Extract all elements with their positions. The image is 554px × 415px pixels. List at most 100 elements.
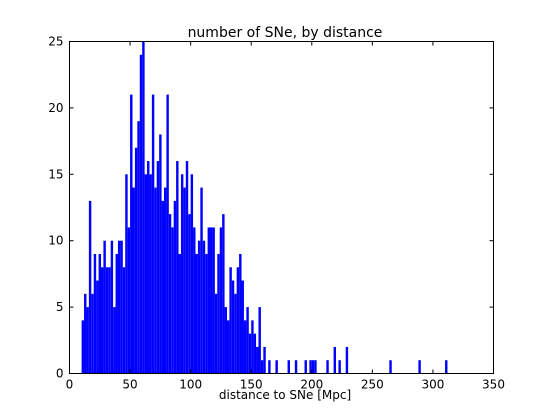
- plot-area-frame: [69, 41, 494, 374]
- histogram-bar: [246, 307, 249, 374]
- histogram-bar: [389, 360, 392, 374]
- histogram-bars: [81, 41, 448, 374]
- histogram-bar: [190, 174, 194, 374]
- histogram-bar: [166, 94, 169, 374]
- y-tick-label: 15: [48, 167, 63, 181]
- histogram-bar: [180, 174, 184, 374]
- histogram-bar: [236, 267, 240, 374]
- histogram-bar: [338, 360, 341, 374]
- x-axis-label: distance to SNe [Mpc]: [219, 388, 351, 402]
- x-tick-label: 50: [122, 378, 137, 392]
- histogram-bar: [96, 280, 99, 374]
- histogram-bar: [231, 280, 235, 374]
- histogram-bar: [226, 320, 230, 374]
- histogram-bar: [134, 147, 138, 374]
- histogram-bar: [183, 187, 186, 374]
- histogram-bar: [314, 360, 317, 374]
- histogram-bar: [304, 360, 307, 374]
- x-tick-label: 150: [240, 378, 263, 392]
- histogram-bar: [200, 187, 203, 374]
- histogram-bar: [171, 227, 174, 374]
- histogram-bar: [217, 253, 220, 374]
- histogram-bar: [91, 293, 94, 374]
- y-tick-label: 20: [48, 101, 63, 115]
- histogram-bar: [139, 54, 143, 374]
- histogram-bar: [185, 161, 189, 374]
- histogram-bar: [195, 253, 198, 374]
- histogram-bar: [159, 134, 162, 374]
- histogram-bar: [105, 267, 109, 374]
- histogram-bar: [205, 253, 208, 374]
- histogram-bar: [251, 320, 254, 374]
- x-tick-label: 100: [179, 378, 202, 392]
- histogram-bar: [234, 293, 237, 374]
- histogram-bar: [88, 200, 92, 374]
- histogram-bar: [253, 333, 257, 374]
- histogram-bar: [117, 240, 121, 374]
- histogram-bar: [229, 267, 232, 374]
- y-tick-label: 25: [48, 35, 63, 49]
- histogram-bar: [263, 346, 266, 374]
- y-tick-label: 0: [56, 367, 64, 381]
- histogram-bar: [156, 161, 160, 374]
- histogram-bar: [309, 360, 312, 374]
- histogram-bar: [98, 253, 101, 374]
- histogram-bar: [100, 267, 104, 374]
- histogram-bar: [86, 307, 89, 374]
- histogram-bar: [130, 94, 133, 374]
- histogram-bar: [103, 240, 106, 374]
- x-tick-label: 300: [421, 378, 444, 392]
- histogram-bar: [147, 161, 150, 374]
- histogram-bar: [326, 360, 329, 374]
- x-tick-label: 250: [361, 378, 384, 392]
- histogram-bar: [142, 41, 145, 374]
- histogram-bar: [239, 253, 242, 374]
- histogram-bar: [132, 187, 135, 374]
- histogram-bar: [168, 214, 172, 374]
- histogram-bar: [275, 360, 278, 374]
- histogram-bar: [84, 293, 87, 374]
- histogram-bar: [248, 333, 252, 374]
- histogram-bar: [93, 253, 97, 374]
- histogram-bar: [125, 174, 128, 374]
- y-tick-label: 5: [56, 300, 64, 314]
- histogram-bar: [173, 200, 177, 374]
- histogram-bar: [256, 346, 259, 374]
- histogram-bar: [445, 360, 448, 374]
- histogram-bar: [202, 240, 206, 374]
- histogram-bar: [219, 227, 223, 374]
- histogram-bar: [294, 360, 298, 374]
- histogram-bar: [176, 161, 179, 374]
- histogram-bar: [193, 227, 196, 374]
- histogram-bar: [127, 227, 131, 374]
- histogram-bar: [418, 360, 421, 374]
- histogram-bar: [122, 267, 126, 374]
- histogram-bar: [212, 227, 215, 374]
- histogram-bar: [287, 360, 290, 374]
- histogram-bar: [163, 187, 167, 374]
- histogram-bar: [268, 360, 271, 374]
- histogram-bar: [243, 320, 247, 374]
- histogram-bar: [188, 214, 191, 374]
- y-tick-label: 10: [48, 234, 63, 248]
- histogram-bar: [333, 346, 337, 374]
- histogram-bar: [260, 360, 264, 374]
- histogram-bar: [161, 200, 164, 374]
- histogram-bar: [81, 320, 85, 374]
- histogram-bar: [137, 121, 140, 374]
- histogram-bar: [207, 227, 211, 374]
- histogram-bar: [115, 253, 118, 374]
- histogram-bar: [197, 240, 201, 374]
- axis-ticks: 0 50 100 150 200 250 300 350 0 5 10 15 20 25: [48, 35, 505, 392]
- histogram-bar: [120, 240, 123, 374]
- histogram-bar: [110, 240, 114, 374]
- histogram-bar: [258, 307, 261, 374]
- histogram-bar: [178, 253, 181, 374]
- histogram-bar: [345, 346, 349, 374]
- histogram-bar: [214, 293, 218, 374]
- chart-title: number of SNe, by distance: [188, 25, 383, 41]
- histogram-bar: [210, 227, 213, 374]
- x-tick-label: 350: [482, 378, 505, 392]
